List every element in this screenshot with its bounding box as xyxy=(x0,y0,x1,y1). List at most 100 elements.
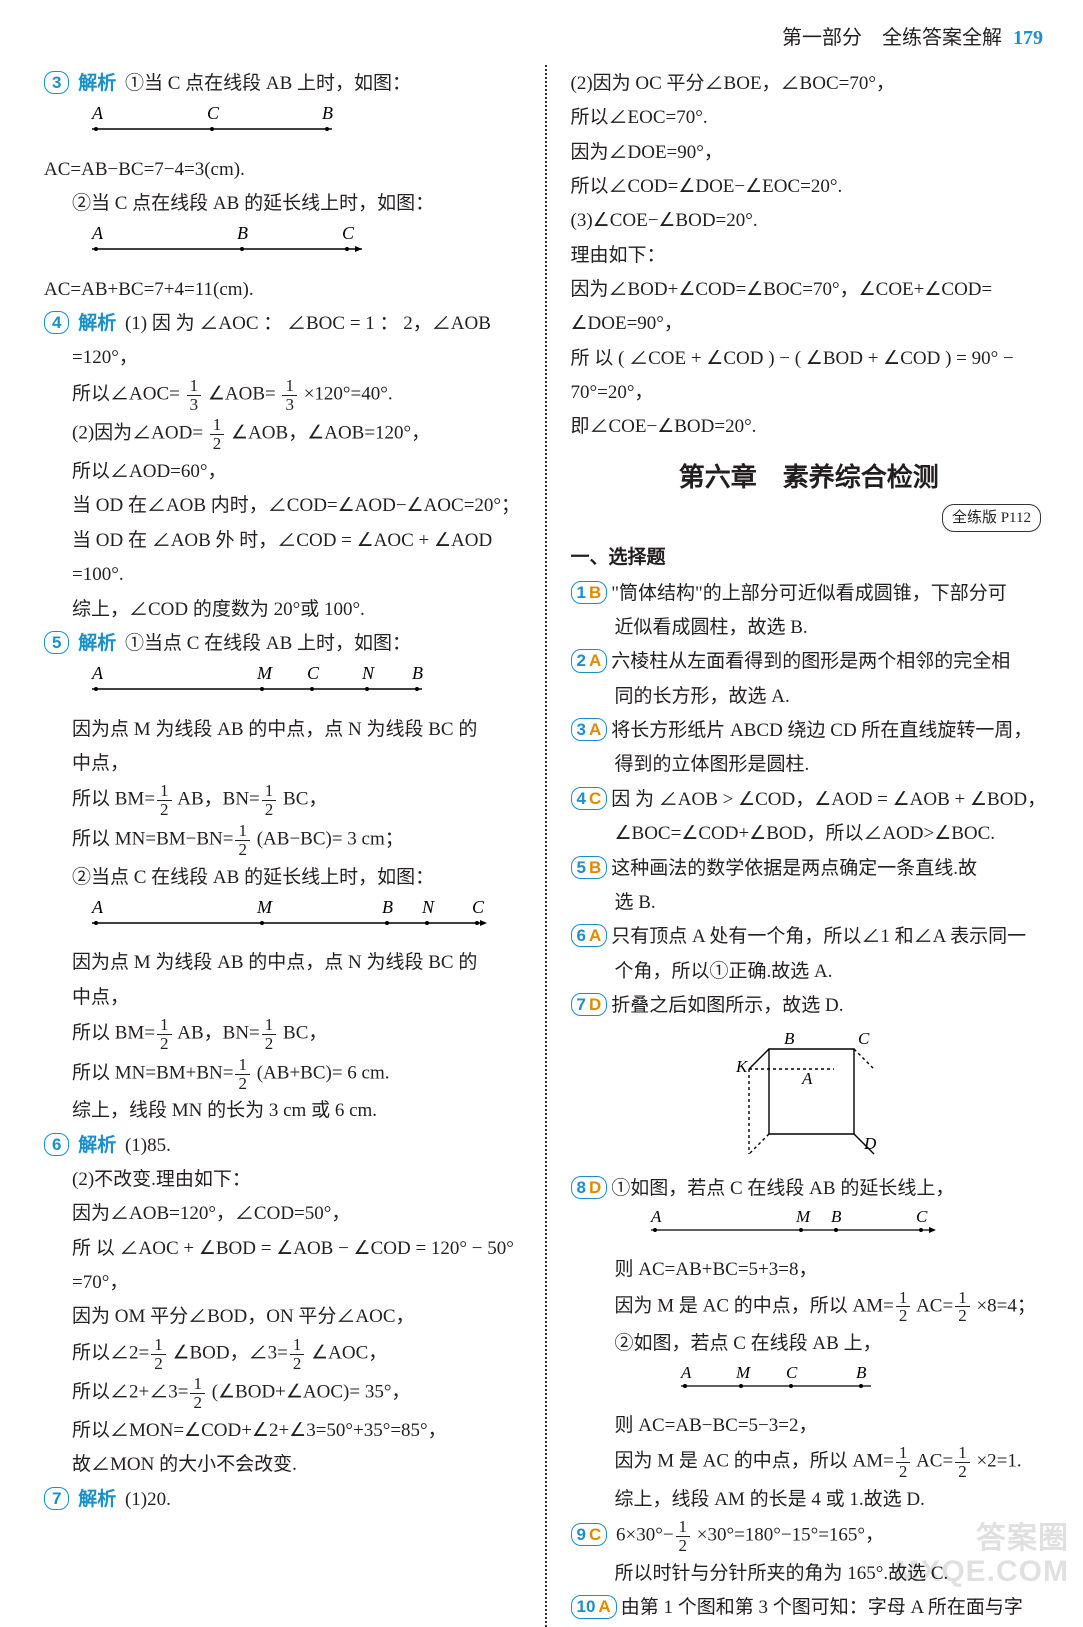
q4-l3: (2)因为∠AOD= 12 ∠AOB，∠AOB=120°， xyxy=(44,416,521,453)
q3-eq2: AC=AB+BC=7+4=11(cm). xyxy=(44,274,521,305)
q4-l2: 所以∠AOC= 13 ∠AOB= 13 ×120°=40°. xyxy=(44,377,521,414)
chapter-title: 第六章 素养综合检测 xyxy=(571,457,1048,500)
q5-l2b: 中点， xyxy=(44,748,521,779)
rq6b: 个角，所以①正确.故选 A. xyxy=(571,956,1048,987)
rq8-l4: ②如图，若点 C 在线段 AB 上， xyxy=(571,1328,1048,1359)
svg-text:D: D xyxy=(863,1134,877,1153)
svg-text:A: A xyxy=(801,1069,813,1088)
q6-l3: 因为∠AOB=120°，∠COD=50°， xyxy=(44,1198,521,1229)
svg-text:C: C xyxy=(307,665,320,683)
rc-l7b: ∠DOE=90°， xyxy=(571,308,1048,339)
q5-line: 5 解析 ①当点 C 在线段 AB 上时，如图： xyxy=(44,628,521,659)
page-header: 第一部分 全练答案全解 179 xyxy=(0,0,1083,65)
rc-l5: (3)∠COE−∠BOD=20°. xyxy=(571,205,1048,236)
q3-line2: ②当 C 点在线段 AB 的延长线上时，如图： xyxy=(44,188,521,219)
q4-l5: 当 OD 在∠AOB 内时，∠COD=∠AOD−∠AOC=20°； xyxy=(44,490,521,521)
q6-l6: 所以∠2=12 ∠BOD，∠3=12 ∠AOC， xyxy=(44,1336,521,1373)
rc-l3: 因为∠DOE=90°， xyxy=(571,137,1048,168)
q6-l4b: =70°， xyxy=(44,1267,521,1298)
rq5: 5B这种画法的数学依据是两点确定一条直线.故 xyxy=(571,853,1048,884)
svg-text:A: A xyxy=(91,665,104,683)
rq8-diag2: A M C B xyxy=(671,1366,1048,1406)
right-column: (2)因为 OC 平分∠BOE，∠BOC=70°， 所以∠EOC=70°. 因为… xyxy=(571,65,1048,1627)
q5-l4: 所以 MN=BM−BN=12 (AB−BC)= 3 cm； xyxy=(44,822,521,859)
q3-line: 3 解析 ①当 C 点在线段 AB 上时，如图： xyxy=(44,68,521,99)
q7-number: 7 xyxy=(44,1487,69,1510)
rc-l1: (2)因为 OC 平分∠BOE，∠BOC=70°， xyxy=(571,68,1048,99)
rc-l2: 所以∠EOC=70°. xyxy=(571,102,1048,133)
svg-text:M: M xyxy=(256,665,273,683)
rq8-l5: 则 AC=AB−BC=5−3=2， xyxy=(571,1410,1048,1441)
watermark: 答案圈 MXQE.COM xyxy=(894,1522,1069,1588)
svg-text:M: M xyxy=(795,1210,811,1226)
analyze-label: 解析 xyxy=(78,313,116,334)
section-title: 第一部分 全练答案全解 xyxy=(782,27,1002,49)
page-number: 179 xyxy=(1013,27,1043,49)
rc-l8: 所 以 ( ∠COE + ∠COD ) − ( ∠BOD + ∠COD ) = … xyxy=(571,343,1048,374)
rc-l9: 即∠COE−∠BOD=20°. xyxy=(571,411,1048,442)
rq8: 8D①如图，若点 C 在线段 AB 的延长线上， xyxy=(571,1173,1048,1204)
rq8-l3: 因为 M 是 AC 的中点，所以 AM=12 AC=12 ×8=4； xyxy=(571,1289,1048,1326)
svg-text:B: B xyxy=(412,665,423,683)
q6-l7: 所以∠2+∠3=12 (∠BOD+∠AOC)= 35°， xyxy=(44,1375,521,1412)
cube-diagram: K B C A D xyxy=(571,1024,1048,1169)
q6-number: 6 xyxy=(44,1133,69,1156)
q7-line: 7 解析 (1)20. xyxy=(44,1484,521,1515)
svg-text:A: A xyxy=(91,899,104,917)
svg-text:B: B xyxy=(856,1366,867,1382)
svg-text:C: C xyxy=(858,1029,870,1048)
rq10: 10A由第 1 个图和第 3 个图可知：字母 A 所在面与字 xyxy=(571,1592,1048,1623)
svg-text:C: C xyxy=(207,105,220,123)
svg-text:C: C xyxy=(916,1210,928,1226)
svg-text:C: C xyxy=(342,225,355,243)
q5-l3: 所以 BM=12 AB，BN=12 BC， xyxy=(44,782,521,819)
q5-number: 5 xyxy=(44,631,69,654)
svg-text:B: B xyxy=(382,899,393,917)
svg-text:B: B xyxy=(784,1029,795,1048)
svg-text:C: C xyxy=(786,1366,798,1382)
rq3: 3A将长方形纸片 ABCD 绕边 CD 所在直线旋转一周， xyxy=(571,715,1048,746)
q6-line: 6 解析 (1)85. xyxy=(44,1130,521,1161)
q4-l1b: =120°， xyxy=(44,342,521,373)
svg-text:A: A xyxy=(91,105,104,123)
q6-l9: 故∠MON 的大小不会改变. xyxy=(44,1449,521,1480)
q4-l4: 所以∠AOD=60°， xyxy=(44,456,521,487)
q4-number: 4 xyxy=(44,311,69,334)
page-ref-tag: 全练版 P112 xyxy=(942,504,1041,533)
rq8-l2: 则 AC=AB+BC=5+3=8， xyxy=(571,1254,1048,1285)
rc-l4: 所以∠COD=∠DOE−∠EOC=20°. xyxy=(571,171,1048,202)
rq7: 7D折叠之后如图所示，故选 D. xyxy=(571,990,1048,1021)
two-column-layout: 3 解析 ①当 C 点在线段 AB 上时，如图： A C B AC=AB−BC=… xyxy=(0,65,1083,1627)
rq5b: 选 B. xyxy=(571,887,1048,918)
analyze-label: 解析 xyxy=(78,73,116,94)
svg-text:B: B xyxy=(322,105,333,123)
q6-l8: 所以∠MON=∠COD+∠2+∠3=50°+35°=85°， xyxy=(44,1415,521,1446)
q5-l2: 因为点 M 为线段 AB 的中点，点 N 为线段 BC 的 xyxy=(44,714,521,745)
q5-l5: ②当点 C 在线段 AB 的延长线上时，如图： xyxy=(44,862,521,893)
rq8-diag1: A M B C xyxy=(641,1210,1048,1250)
svg-text:C: C xyxy=(472,899,485,917)
rc-l7: 因为∠BOD+∠COD=∠BOC=70°，∠COE+∠COD= xyxy=(571,274,1048,305)
rq1b: 近似看成圆柱，故选 B. xyxy=(571,612,1048,643)
q5-l6: 因为点 M 为线段 AB 的中点，点 N 为线段 BC 的 xyxy=(44,947,521,978)
svg-text:N: N xyxy=(361,665,375,683)
q6-l2: (2)不改变.理由如下： xyxy=(44,1164,521,1195)
svg-text:M: M xyxy=(256,899,273,917)
q3-diagram-1: A C B xyxy=(72,105,521,149)
q3-diagram-2: A B C xyxy=(72,225,521,269)
svg-text:K: K xyxy=(735,1057,749,1076)
q5-l8: 所以 MN=BM+BN=12 (AB+BC)= 6 cm. xyxy=(44,1056,521,1093)
left-column: 3 解析 ①当 C 点在线段 AB 上时，如图： A C B AC=AB−BC=… xyxy=(44,65,521,1627)
q5-diagram-2: A M B N C xyxy=(72,899,521,943)
column-divider xyxy=(545,65,547,1627)
analyze-label: 解析 xyxy=(78,1489,116,1510)
svg-text:B: B xyxy=(831,1210,842,1226)
rq8-l7: 综上，线段 AM 的长是 4 或 1.故选 D. xyxy=(571,1484,1048,1515)
q5-diagram-1: A M C N B xyxy=(72,665,521,709)
q3-number: 3 xyxy=(44,71,69,94)
svg-text:N: N xyxy=(421,899,435,917)
rq4: 4C因 为 ∠AOB > ∠COD，∠AOD = ∠AOB + ∠BOD， xyxy=(571,784,1048,815)
section-heading: 一、选择题 xyxy=(571,542,1048,573)
q4-l7: 综上，∠COD 的度数为 20°或 100°. xyxy=(44,594,521,625)
q3-eq1: AC=AB−BC=7−4=3(cm). xyxy=(44,154,521,185)
